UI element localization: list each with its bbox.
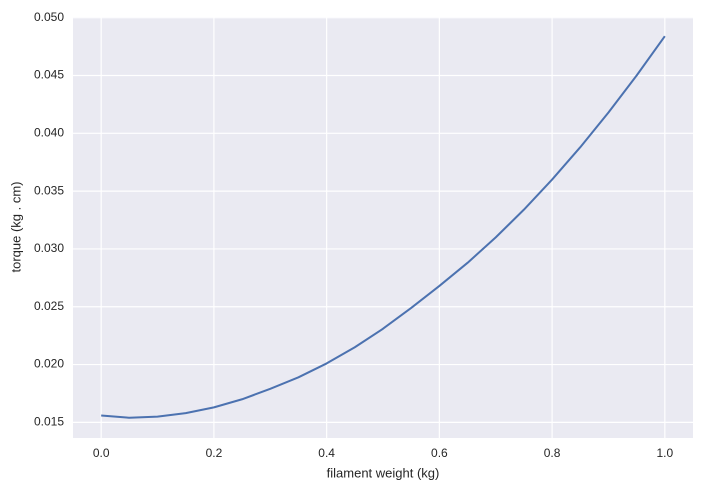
x-tick-label: 0.0 [93,446,110,460]
x-axis-label: filament weight (kg) [327,465,440,480]
y-tick-label: 0.020 [34,357,64,371]
x-tick-label: 1.0 [656,446,673,460]
y-tick-label: 0.050 [34,10,64,24]
y-tick-label: 0.015 [34,415,64,429]
y-tick-label: 0.035 [34,183,64,197]
y-tick-label: 0.040 [34,125,64,139]
plot-area [73,17,693,438]
y-axis-label: torque (kg . cm) [8,181,23,272]
line [101,35,666,419]
y-tick-label: 0.045 [34,68,64,82]
x-tick-label: 0.6 [431,446,448,460]
x-tick-label: 0.2 [206,446,223,460]
y-tick-label: 0.030 [34,241,64,255]
grid [73,17,693,438]
marks [101,35,666,419]
x-tick-label: 0.8 [544,446,561,460]
y-tick-label: 0.025 [34,299,64,313]
x-tick-label: 0.4 [318,446,335,460]
